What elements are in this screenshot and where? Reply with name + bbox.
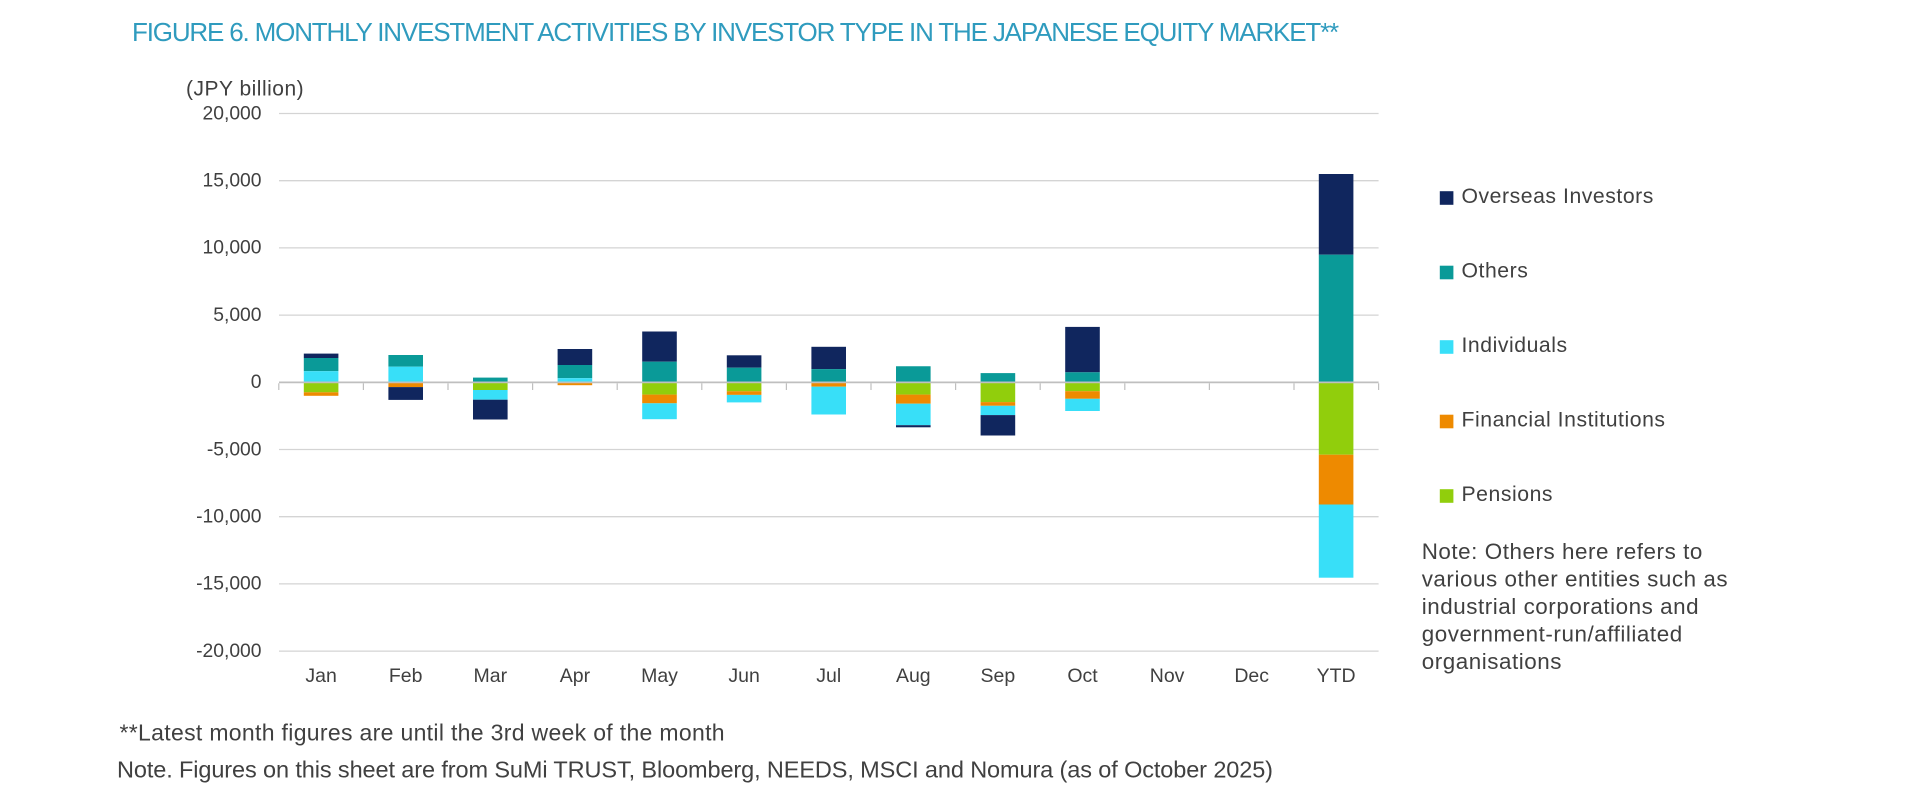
svg-text:15,000: 15,000 [203, 171, 262, 192]
svg-text:Financial Institutions: Financial Institutions [1462, 409, 1666, 432]
svg-text:-10,000: -10,000 [196, 507, 261, 528]
svg-text:Jan: Jan [305, 665, 336, 687]
svg-text:Pensions: Pensions [1462, 483, 1554, 506]
svg-text:Dec: Dec [1234, 665, 1269, 687]
svg-text:Overseas Investors: Overseas Investors [1462, 185, 1654, 208]
svg-text:(JPY billion): (JPY billion) [186, 78, 304, 101]
svg-text:0: 0 [251, 372, 262, 393]
svg-text:YTD: YTD [1317, 665, 1356, 687]
svg-text:May: May [641, 665, 678, 687]
svg-text:-15,000: -15,000 [196, 574, 261, 595]
svg-text:Apr: Apr [560, 665, 591, 687]
svg-text:Sep: Sep [981, 665, 1016, 687]
svg-text:Note: Others here refers to: Note: Others here refers to [1422, 539, 1703, 564]
svg-text:Jun: Jun [728, 665, 759, 687]
svg-text:10,000: 10,000 [203, 238, 262, 259]
svg-text:Others: Others [1462, 260, 1529, 283]
svg-text:Oct: Oct [1067, 665, 1098, 687]
svg-text:industrial corporations and: industrial corporations and [1422, 594, 1699, 619]
svg-text:Feb: Feb [389, 665, 423, 687]
svg-text:Individuals: Individuals [1462, 334, 1568, 357]
svg-text:**Latest month figures are unt: **Latest month figures are until the 3rd… [120, 720, 725, 746]
svg-text:organisations: organisations [1422, 649, 1562, 674]
svg-text:Aug: Aug [896, 665, 931, 687]
svg-text:5,000: 5,000 [213, 305, 261, 326]
svg-text:Note. Figures on this sheet ar: Note. Figures on this sheet are from SuM… [117, 757, 1273, 783]
svg-text:Nov: Nov [1150, 665, 1185, 687]
svg-text:20,000: 20,000 [203, 103, 262, 124]
svg-text:government-run/affiliated: government-run/affiliated [1422, 622, 1683, 647]
svg-text:-5,000: -5,000 [207, 439, 262, 460]
svg-text:various other entities such as: various other entities such as [1422, 567, 1729, 592]
svg-text:Mar: Mar [474, 665, 508, 687]
svg-text:FIGURE 6. MONTHLY INVESTMENT A: FIGURE 6. MONTHLY INVESTMENT ACTIVITIES … [132, 17, 1339, 47]
svg-text:-20,000: -20,000 [196, 641, 261, 662]
svg-text:Jul: Jul [816, 665, 841, 687]
